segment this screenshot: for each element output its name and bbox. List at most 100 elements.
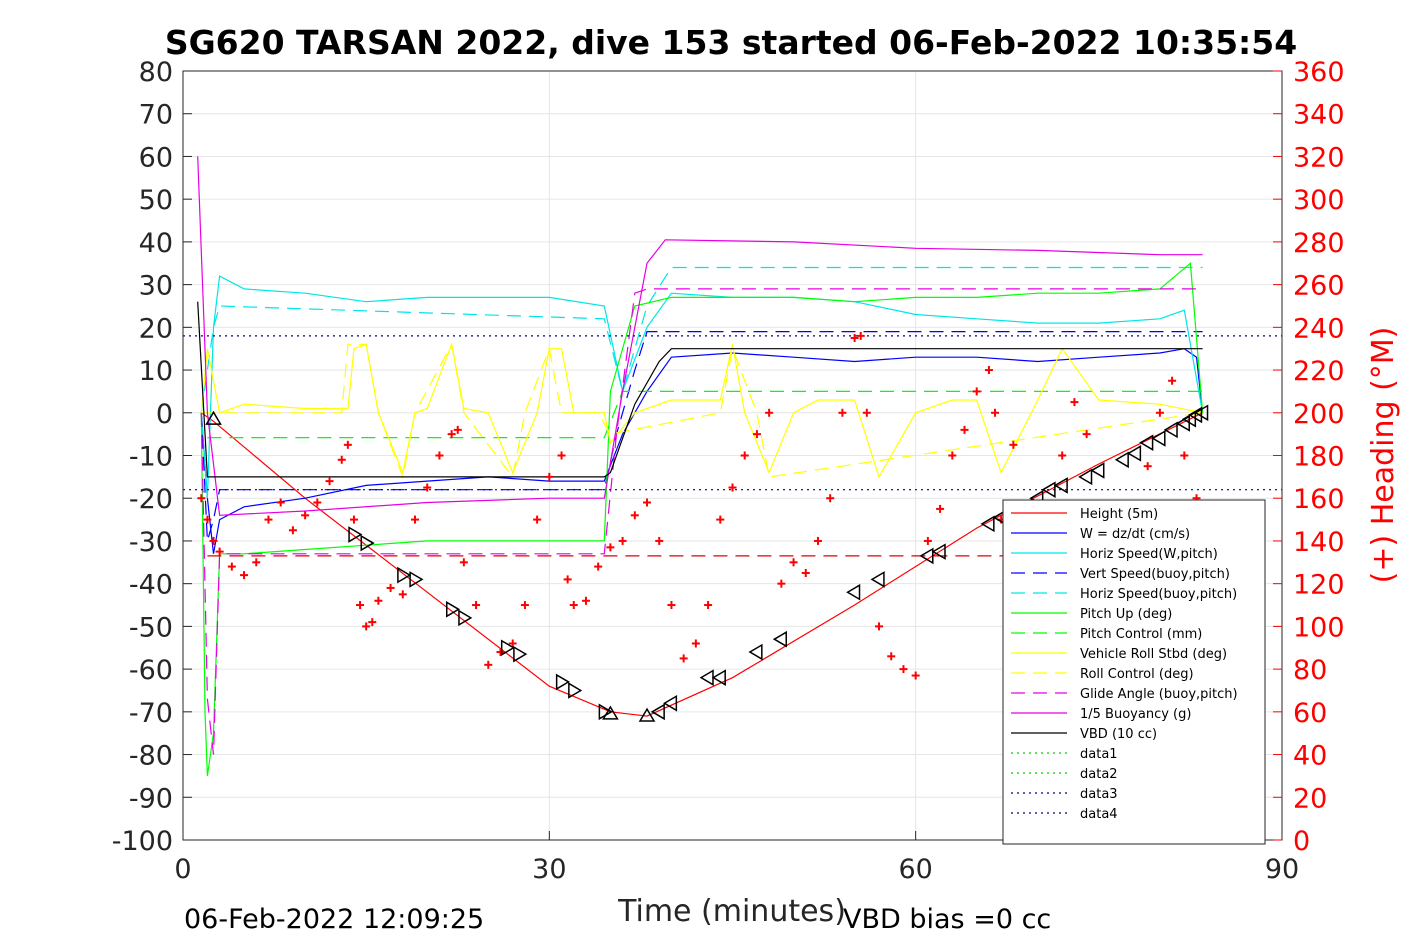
triangle-marker [931,543,946,560]
triangle-marker [1053,477,1068,494]
tick-label-left: -20 [129,484,173,515]
tick-label-left: 30 [139,271,173,302]
triangle-marker [445,600,461,618]
series-pitch-control-mm [207,390,1203,439]
tick-label-x: 0 [174,854,191,885]
triangle-marker [1114,451,1129,469]
heading-point [740,451,749,460]
heading-point [630,511,639,520]
heading-point [948,451,957,460]
triangle-marker [711,669,726,686]
tick-label-right: 140 [1293,527,1345,558]
heading-point [288,526,297,535]
tick-label-right: 180 [1293,442,1345,473]
heading-point [1168,376,1177,385]
tick-label-left: -50 [129,612,173,643]
tick-label-right: 0 [1293,826,1310,857]
heading-point [838,408,847,417]
triangle-marker [1126,445,1142,462]
triangle-marker [662,694,678,712]
heading-point [594,562,603,571]
heading-point [911,671,920,680]
triangle-marker [513,645,528,663]
heading-point [453,425,462,434]
heading-point [545,472,554,481]
triangle-marker [458,609,473,627]
heading-point [472,601,481,610]
heading-point [337,455,346,464]
tick-label-x: 30 [532,854,566,885]
legend-entry: Roll Control (deg) [1080,667,1194,682]
x-axis-ticks: 0 30 60 90 [174,831,1299,885]
series-1-5-buoyancy-g [197,156,1203,516]
legend-entry: Height (5m) [1080,507,1158,522]
tick-label-left: 60 [139,142,173,173]
tick-label-right: 40 [1293,741,1327,772]
tick-label-right: 220 [1293,356,1345,387]
heading-point [1082,430,1091,439]
legend-entry: data2 [1080,767,1118,782]
triangle-marker [1194,404,1209,422]
heading-point [496,648,505,657]
triangle-marker [568,682,583,699]
right-axis-ticks: 3603403203002802602402202001801601401201… [1273,57,1345,857]
triangle-marker [919,547,934,565]
legend-entry: Horiz Speed(W,pitch) [1080,547,1218,562]
tick-label-left: -10 [129,442,173,473]
heading-point [301,511,310,520]
tick-label-right: 360 [1293,57,1345,88]
heading-point [227,562,236,571]
legend-entry: VBD (10 cc) [1080,727,1157,742]
triangle-marker [500,639,516,657]
heading-point [728,483,737,492]
heading-point [960,425,969,434]
heading-point [563,575,572,584]
heading-point [936,504,945,513]
tick-label-left: 0 [156,399,173,430]
legend-entry: Horiz Speed(buoy,pitch) [1080,587,1237,602]
heading-point [325,477,334,486]
tick-label-right: 160 [1293,484,1345,515]
heading-point [276,498,285,507]
tick-label-right: 240 [1293,313,1345,344]
tick-label-left: -40 [129,570,173,601]
tick-label-left: 80 [139,57,173,88]
heading-point [618,536,627,545]
tick-label-x: 90 [1265,854,1299,885]
tick-label-right: 20 [1293,783,1327,814]
triangle-marker [1151,430,1166,447]
right-axis-label: (+) Heading (°M) [1366,327,1401,584]
heading-point [655,536,664,545]
triangle-marker [846,583,861,601]
legend-box [1002,499,1266,845]
triangle-marker [772,630,787,648]
legend-entry: Vert Speed(buoy,pitch) [1080,567,1230,582]
tick-label-right: 260 [1293,271,1345,302]
heading-point [581,596,590,605]
series-vehicle-roll-stbd-deg [200,342,1203,479]
heading-point [209,536,218,545]
legend-entry: Pitch Up (deg) [1080,607,1172,622]
heading-point [1009,440,1018,449]
heading-point [203,515,212,524]
heading-point [264,515,273,524]
heading-point [374,596,383,605]
tick-label-left: 10 [139,356,173,387]
tick-label-right: 340 [1293,100,1345,131]
triangle-marker [638,707,656,722]
heading-point [875,622,884,631]
triangle-marker [397,566,412,584]
heading-point [484,660,493,669]
heading-point [1070,398,1079,407]
heading-point [398,590,407,599]
triangle-marker [360,534,375,552]
heading-point [1155,408,1164,417]
heading-point [826,494,835,503]
heading-point [240,571,249,580]
triangle-marker [1188,406,1203,424]
heading-point [569,601,578,610]
triangle-marker [602,705,619,720]
legend-entry: Vehicle Roll Stbd (deg) [1080,647,1227,662]
heading-point [386,583,395,592]
